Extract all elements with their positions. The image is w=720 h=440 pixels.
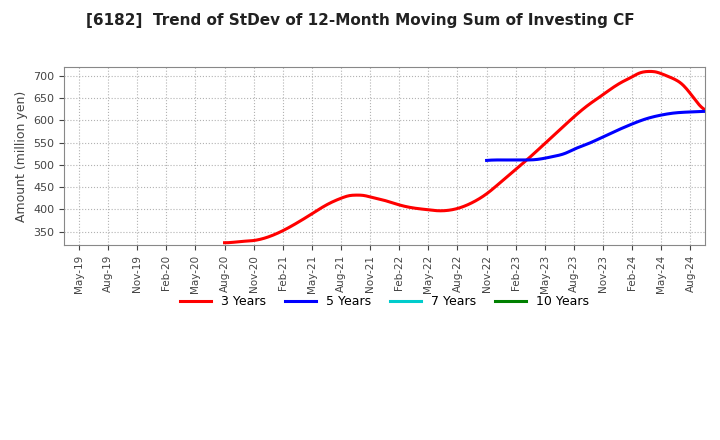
Text: [6182]  Trend of StDev of 12-Month Moving Sum of Investing CF: [6182] Trend of StDev of 12-Month Moving…: [86, 13, 634, 28]
Legend: 3 Years, 5 Years, 7 Years, 10 Years: 3 Years, 5 Years, 7 Years, 10 Years: [175, 290, 595, 313]
Y-axis label: Amount (million yen): Amount (million yen): [15, 90, 28, 222]
